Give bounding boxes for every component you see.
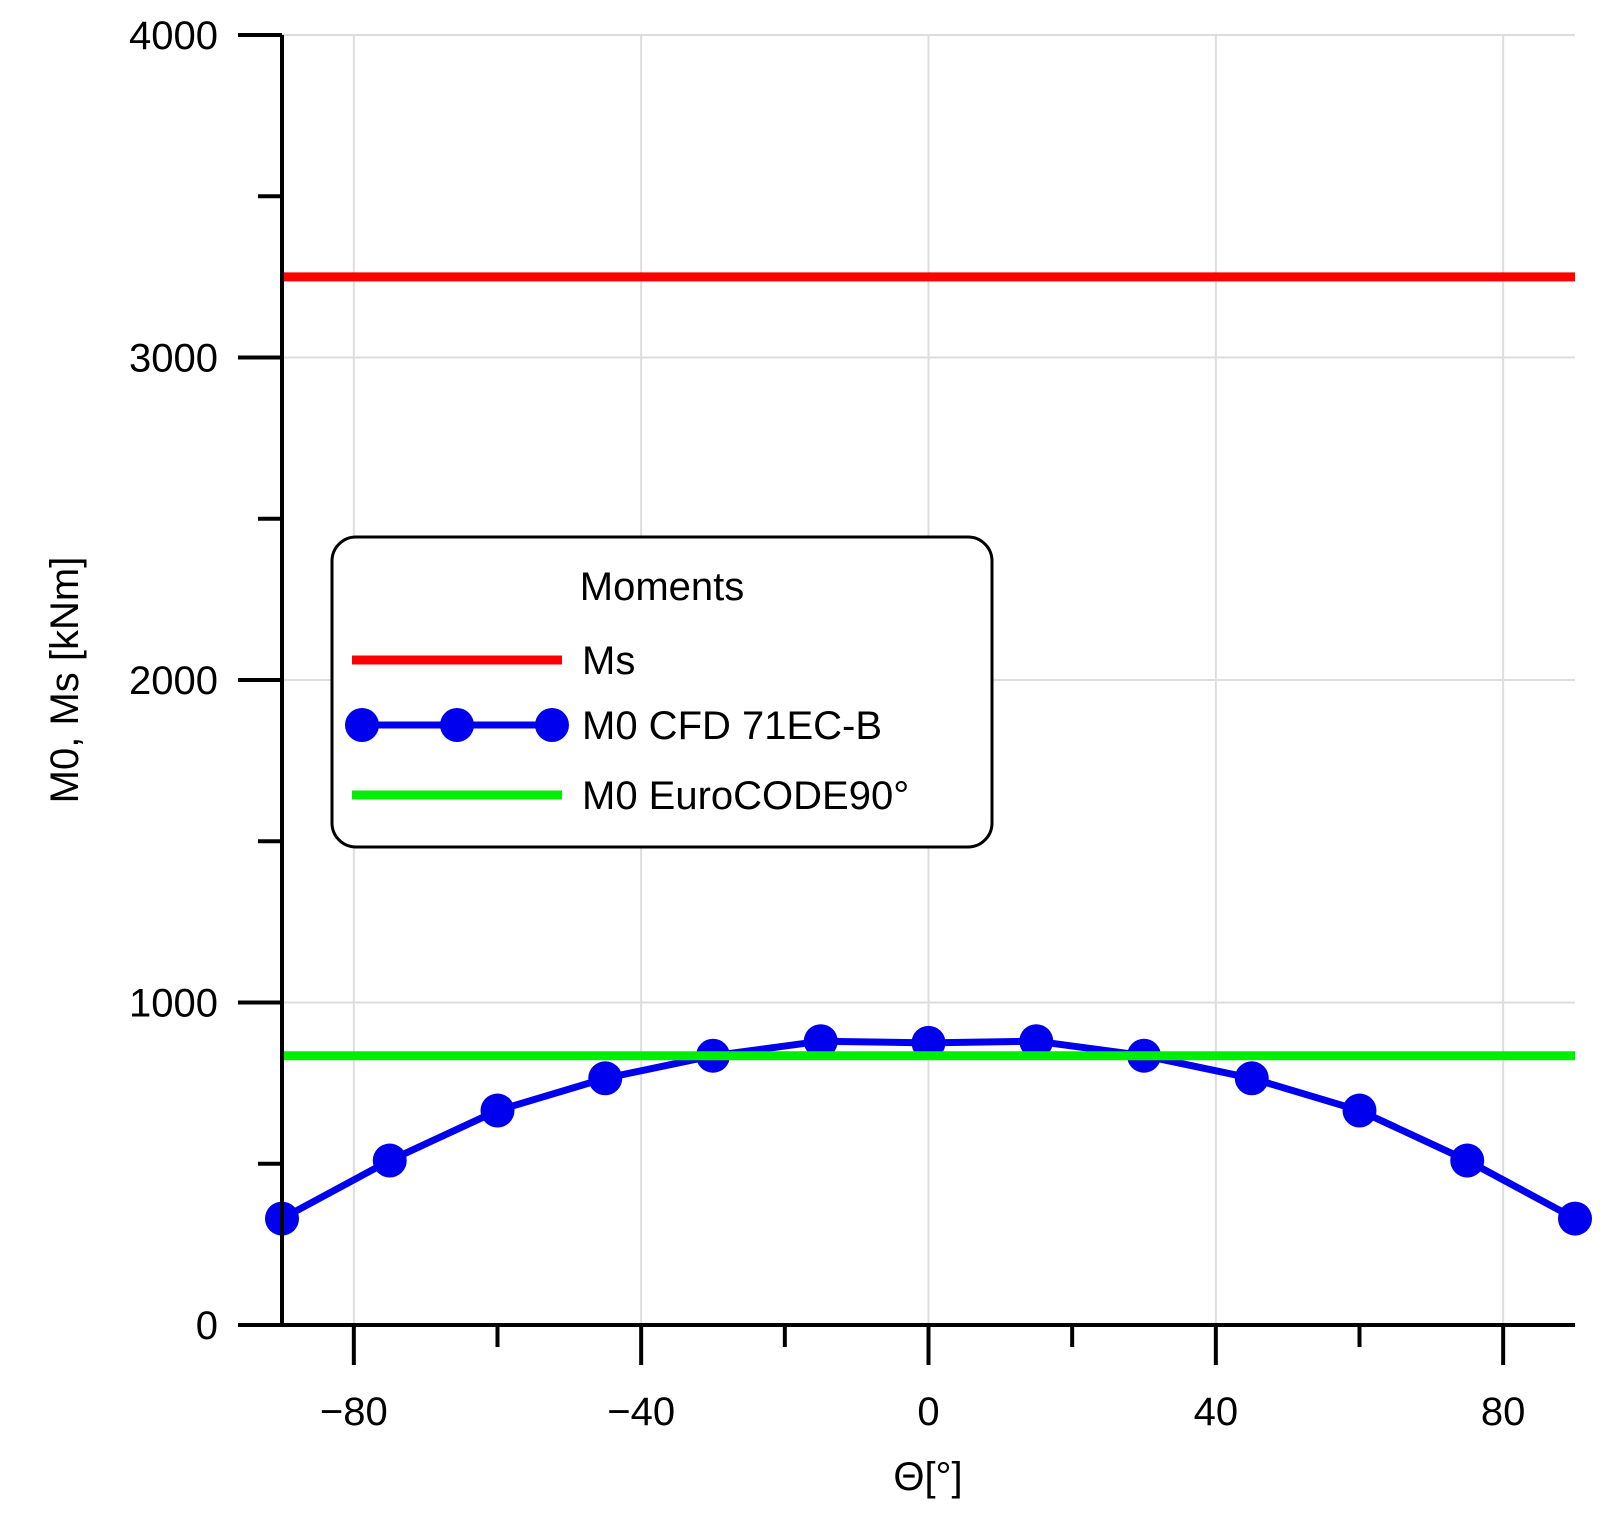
legend-label: M0 CFD 71EC-B [582,704,882,748]
legend-label: M0 EuroCODE90° [582,774,909,818]
data-point [803,1024,838,1059]
data-point [480,1093,515,1128]
legend-swatch-marker [440,708,474,742]
y-tick-label: 3000 [129,337,218,381]
data-point [588,1061,623,1096]
x-tick-label: 40 [1194,1390,1239,1434]
data-point [1019,1024,1054,1059]
legend-label: Ms [582,639,635,683]
x-tick-label: 0 [917,1390,939,1434]
legend-swatch-marker [345,708,379,742]
tick-labels: 0 1000 2000 3000 4000 −80 −40 0 40 80 [129,14,1525,1434]
data-point [1450,1143,1485,1178]
data-point [1558,1201,1592,1236]
y-tick-label: 2000 [129,659,218,703]
data-point [1342,1093,1377,1128]
axes [238,33,1575,1365]
y-tick-label: 0 [196,1304,218,1348]
y-axis-title: M0, Ms [kNm] [43,557,87,804]
x-tick-label: −80 [320,1390,388,1434]
x-axis-title: Θ[°] [893,1455,962,1499]
y-tick-label: 1000 [129,982,218,1026]
y-tick-label: 4000 [129,14,218,58]
legend-swatch-marker [535,708,569,742]
data-point [372,1143,407,1178]
x-tick-label: −40 [607,1390,675,1434]
data-point [1234,1061,1269,1096]
x-tick-label: 80 [1481,1390,1526,1434]
legend: Moments Ms M0 CFD 71EC-B M0 EuroCODE90° [330,535,994,849]
legend-items: Ms M0 CFD 71EC-B M0 EuroCODE90° [345,639,909,818]
legend-box [330,535,994,849]
legend-title: Moments [580,565,745,609]
